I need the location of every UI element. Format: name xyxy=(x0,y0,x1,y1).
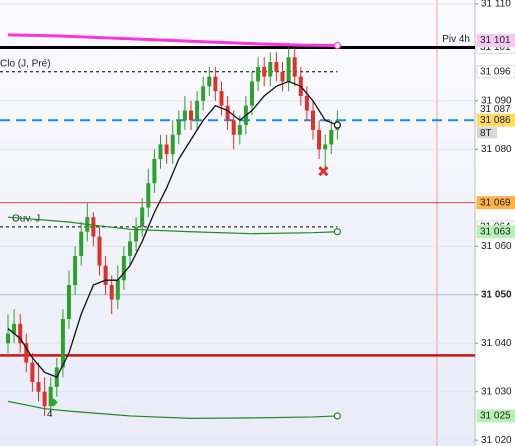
candle-body xyxy=(231,120,236,135)
series-tag: 31 025 xyxy=(480,411,511,422)
level-tag-bg xyxy=(476,196,515,210)
y-tick-label: 31 040 xyxy=(481,338,512,349)
candle-body xyxy=(170,134,175,155)
candle-body xyxy=(146,183,151,208)
candle-body xyxy=(30,362,35,383)
candle-body xyxy=(42,391,47,407)
candle-body xyxy=(6,333,10,344)
candle-body xyxy=(97,236,102,266)
candle-body xyxy=(67,285,71,319)
candle-body xyxy=(176,120,181,135)
candle-body xyxy=(274,62,279,72)
candle-body xyxy=(268,62,273,77)
level-tag-bg xyxy=(476,65,515,79)
end-marker xyxy=(333,228,341,236)
candle-body xyxy=(262,66,267,77)
candle-body xyxy=(207,76,212,87)
candle-body xyxy=(134,226,139,242)
candle-body xyxy=(109,285,114,300)
candle-body xyxy=(182,110,187,121)
y-tick-label: 31 060 xyxy=(481,241,512,252)
plot-background xyxy=(0,0,475,446)
candle-body xyxy=(189,110,193,121)
candle-body xyxy=(152,159,157,184)
candle-body xyxy=(36,382,41,392)
y-tick-label: 31 090 xyxy=(481,95,512,106)
level-tag: 31 101 xyxy=(480,42,511,53)
candle-body xyxy=(292,57,297,77)
level-tag: 31 069 xyxy=(480,197,511,208)
marker-diamond xyxy=(49,398,58,407)
series-tag-bg xyxy=(476,34,515,48)
series-tag-bg xyxy=(476,409,515,423)
candle-body xyxy=(256,66,261,82)
end-marker xyxy=(333,121,341,129)
candle-body xyxy=(91,217,96,237)
timer-bg xyxy=(477,127,497,139)
candle-body xyxy=(323,144,328,150)
candle-body xyxy=(48,386,53,407)
candle-body xyxy=(286,57,291,82)
quote-label: 31 087 xyxy=(480,104,511,115)
end-marker xyxy=(333,412,341,420)
candle-body xyxy=(195,100,200,121)
candle-body xyxy=(311,110,315,130)
level-tag: 31 086 xyxy=(480,115,511,126)
series-tag: 31 101 xyxy=(480,35,511,46)
candle-body xyxy=(79,231,84,256)
y-tick-label: 31 110 xyxy=(481,0,511,10)
candle-body xyxy=(158,144,163,160)
candle-body xyxy=(103,265,108,286)
candle-body xyxy=(250,81,254,106)
candle-body xyxy=(128,241,132,256)
marker-cross xyxy=(318,166,329,177)
candle-body xyxy=(164,144,169,155)
candle-body xyxy=(225,105,230,121)
candle-body xyxy=(219,91,224,106)
candle-body xyxy=(18,323,23,344)
indicator-line xyxy=(7,80,338,378)
indicator-line xyxy=(7,400,338,419)
candle-body xyxy=(201,86,206,101)
y-tick-label: 31 080 xyxy=(481,144,512,155)
timer: 8T xyxy=(480,128,492,139)
level-tag-bg xyxy=(476,113,515,127)
indicator-line xyxy=(7,216,338,235)
candle-body xyxy=(115,280,120,300)
series-tag-bg xyxy=(476,225,515,239)
candle-body xyxy=(213,76,218,92)
level-name: Piv 4h xyxy=(442,34,470,45)
level-tag: 31 096 xyxy=(480,66,511,77)
y-tick-label: 31 030 xyxy=(481,386,512,397)
candle-body xyxy=(12,323,17,334)
candle-body xyxy=(237,125,242,135)
series-tag: 31 063 xyxy=(480,226,511,237)
level-name: Clo (J, Pré) xyxy=(0,58,51,69)
marker-text: 4 xyxy=(47,409,53,420)
candle-body xyxy=(73,255,78,286)
candle-body xyxy=(280,71,285,82)
candle-body xyxy=(121,255,126,281)
candle-body xyxy=(24,343,29,363)
y-tick-label: 31 020 xyxy=(481,435,512,446)
indicator-line xyxy=(7,33,338,48)
end-marker xyxy=(333,41,341,50)
candle-body xyxy=(329,129,334,145)
candle-body xyxy=(60,318,65,368)
candle-body xyxy=(140,207,145,227)
y-tick-label: 31 050 xyxy=(481,289,512,300)
candle-body xyxy=(317,129,322,150)
candle-body xyxy=(304,95,309,111)
